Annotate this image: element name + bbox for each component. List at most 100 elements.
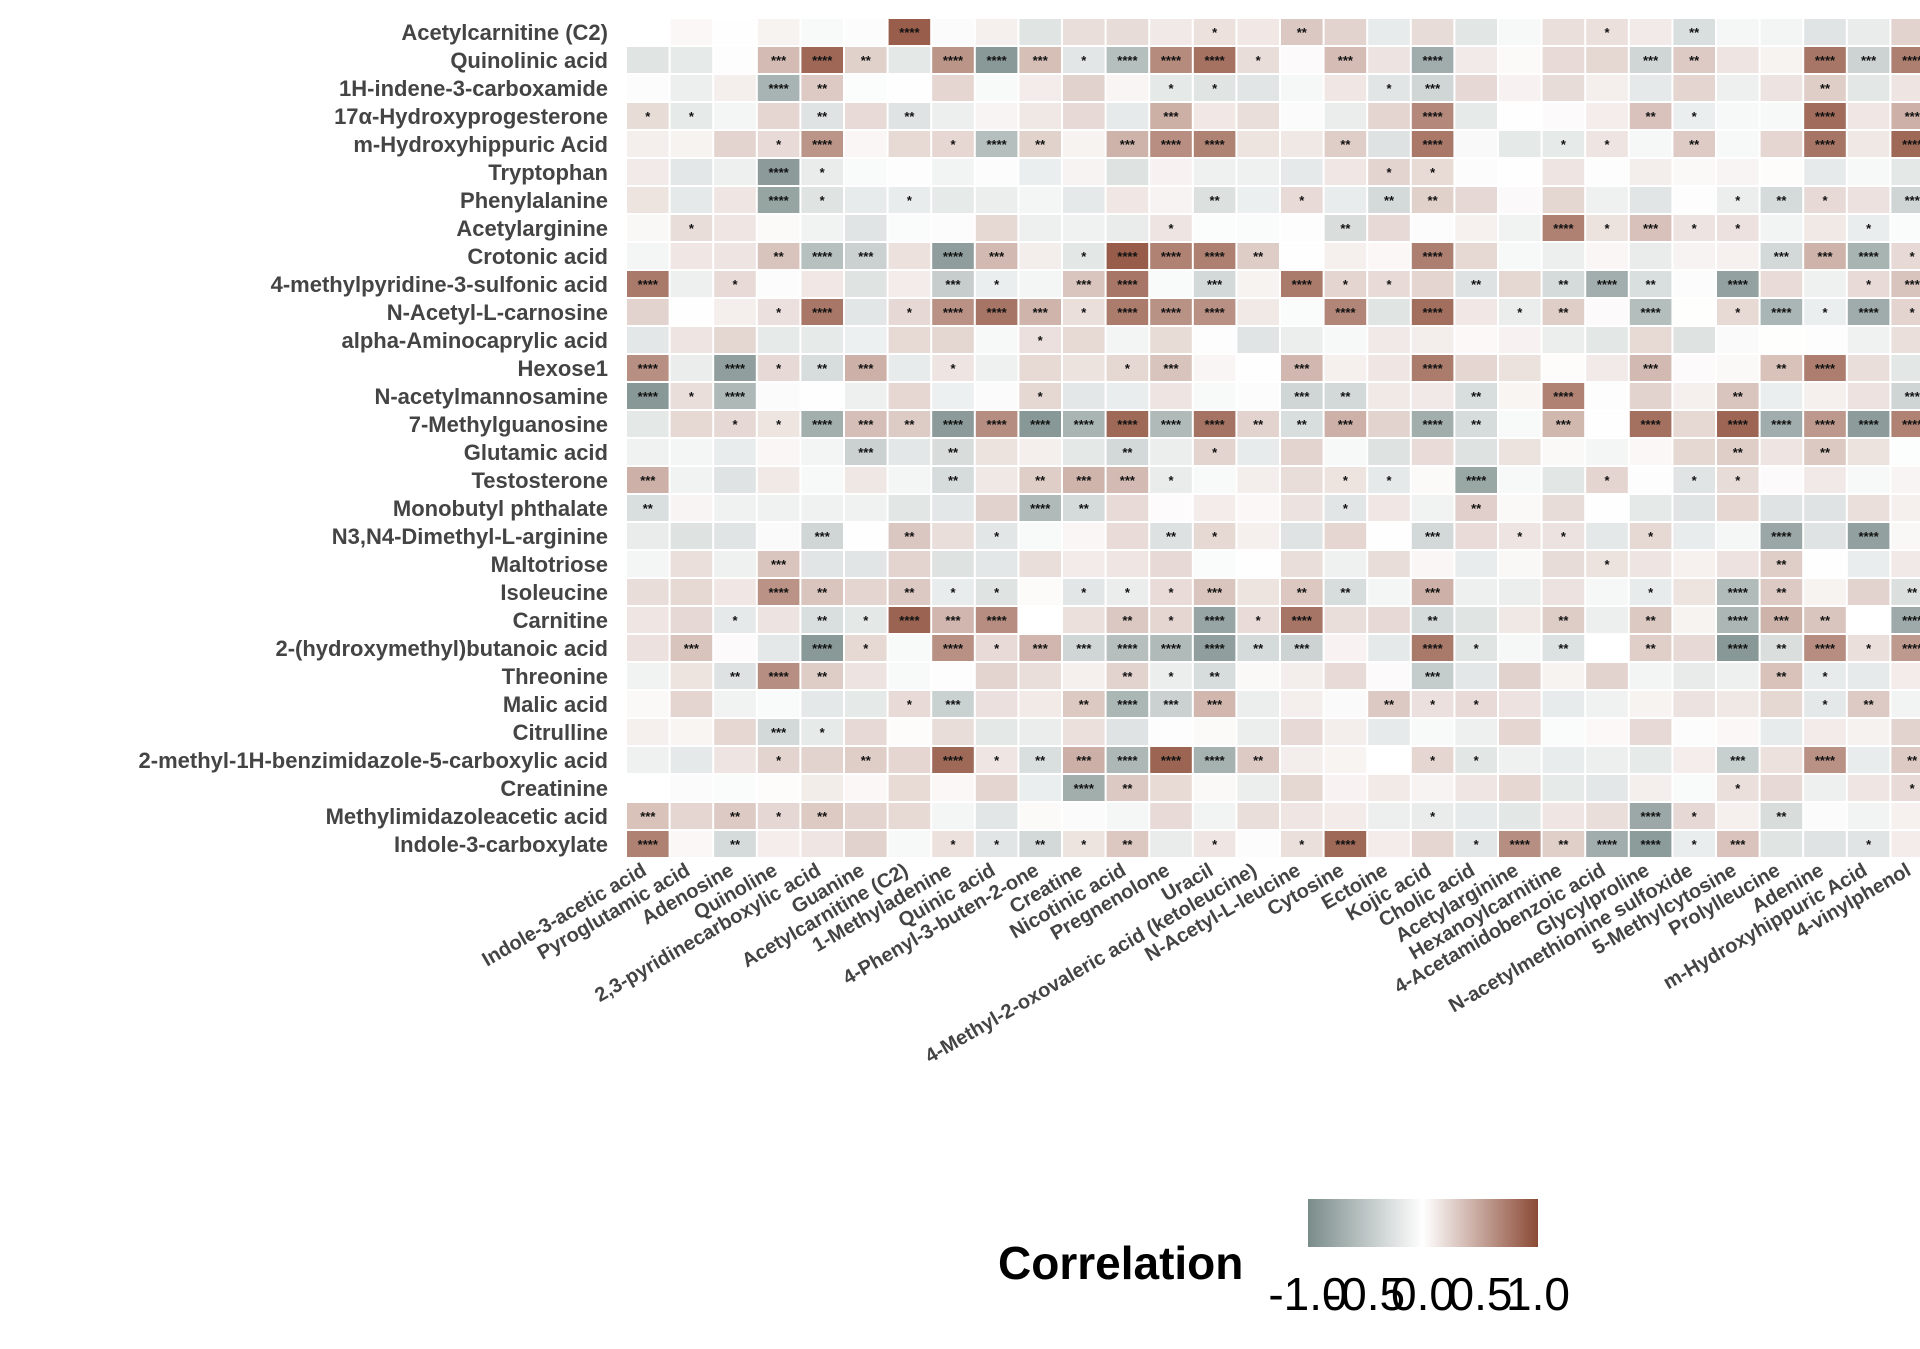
significance-marker: * [1517,529,1523,544]
heatmap-cell [1847,831,1890,857]
heatmap-cell [1760,775,1803,801]
significance-marker: * [1212,837,1218,852]
heatmap-cell [1673,495,1715,521]
heatmap-cell [1542,131,1585,157]
heatmap-cell [1499,103,1541,129]
heatmap-cell [1324,383,1367,409]
significance-marker: **** [1815,753,1836,768]
significance-marker: ** [1297,417,1308,432]
significance-marker: * [1430,809,1436,824]
significance-marker: *** [1033,641,1049,656]
significance-marker: *** [1294,361,1310,376]
heatmap-cell [1281,215,1323,241]
heatmap-cell [1455,103,1497,129]
heatmap-cell [757,103,800,129]
significance-marker: ** [643,501,654,516]
significance-marker: **** [1815,641,1836,656]
heatmap-cell [1804,159,1846,185]
heatmap-cell [888,663,931,689]
heatmap-cell [1542,579,1585,605]
heatmap-cell [1106,691,1149,717]
heatmap-cell [1368,691,1410,717]
heatmap-cell [801,215,843,241]
heatmap-cell [1106,467,1149,493]
heatmap-cell [1150,803,1192,829]
significance-marker: **** [1553,389,1574,404]
heatmap-cell [1281,523,1323,549]
heatmap-cell [1411,411,1454,437]
heatmap-cell [757,579,800,605]
significance-marker: * [1735,221,1741,236]
heatmap-cell [1847,467,1890,493]
heatmap-cell [932,187,974,213]
heatmap-cell [1368,271,1410,297]
significance-marker: ** [1079,697,1090,712]
significance-marker: **** [1902,641,1920,656]
heatmap-cell [714,75,756,101]
significance-marker: * [863,641,869,656]
significance-marker: **** [1117,641,1138,656]
significance-marker: *** [1643,221,1659,236]
significance-marker: **** [1161,137,1182,152]
significance-marker: **** [1117,417,1138,432]
heatmap-cell [1281,747,1323,773]
heatmap-cell [1368,299,1410,325]
heatmap-cell [1063,831,1105,857]
significance-marker: *** [771,557,787,572]
heatmap-cell [1063,439,1105,465]
heatmap-cell [1106,411,1149,437]
heatmap-cell [932,299,974,325]
significance-marker: * [1386,81,1392,96]
heatmap-cell [932,607,974,633]
heatmap-cell [1368,551,1410,577]
heatmap-cell [1106,19,1149,45]
heatmap-cell [714,243,756,269]
heatmap-cell [1281,299,1323,325]
significance-marker: * [1822,193,1828,208]
heatmap-cell [1499,355,1541,381]
significance-marker: **** [1728,277,1749,292]
heatmap-cell [888,327,931,353]
significance-marker: ** [1776,193,1787,208]
heatmap-cell [845,775,887,801]
heatmap-cell [1455,663,1497,689]
heatmap-cell [1019,411,1061,437]
heatmap-cell [757,747,800,773]
heatmap-cell [714,383,756,409]
heatmap-cell [1150,775,1192,801]
heatmap-cell [1586,215,1628,241]
heatmap-cell [801,607,843,633]
heatmap-cell [1542,19,1585,45]
significance-marker: * [1299,193,1305,208]
significance-marker: **** [1815,137,1836,152]
heatmap-cell [1499,439,1541,465]
row-label: m-Hydroxyhippuric Acid [353,132,608,157]
heatmap-cell [1150,47,1192,73]
heatmap-cell [932,103,974,129]
heatmap-cell [1542,299,1585,325]
row-label: Acetylarginine [456,216,608,241]
heatmap-cell [1499,187,1541,213]
heatmap-cell [845,635,887,661]
heatmap-cell [1891,635,1920,661]
heatmap-cell [1368,607,1410,633]
heatmap-cell [1281,411,1323,437]
heatmap-cell [1586,831,1628,857]
significance-marker: **** [1204,305,1225,320]
heatmap-cell [1019,775,1061,801]
heatmap-cell [1324,47,1367,73]
significance-marker: *** [1076,641,1092,656]
heatmap-cell [1804,607,1846,633]
heatmap-cell [1324,467,1367,493]
heatmap-cell [932,719,974,745]
heatmap-cell [932,831,974,857]
row-label: Isoleucine [500,580,608,605]
heatmap-cell [1717,691,1759,717]
significance-marker: **** [1030,417,1051,432]
heatmap-cell [1455,775,1497,801]
heatmap-cell [845,663,887,689]
heatmap-cell [627,831,669,857]
heatmap-cell [1019,131,1061,157]
significance-marker: * [1604,557,1610,572]
